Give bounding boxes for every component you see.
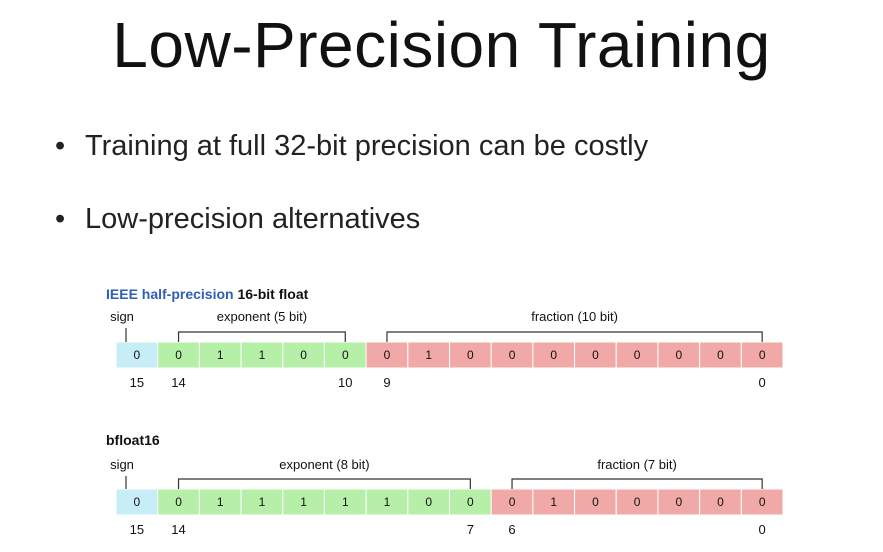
fraction-bit-value: 0 (675, 348, 682, 362)
fraction-bracket (511, 478, 763, 489)
slide-title: Low-Precision Training (112, 9, 771, 81)
exponent-bit-value: 1 (259, 495, 266, 509)
exponent-label: exponent (5 bit) (217, 309, 307, 324)
bfloat16-format-diagram: bfloat16 0 0 1 1 1 1 1 0 0 0 1 0 0 0 0 0 sign exponent (8 … (106, 432, 784, 537)
exponent-bit-value: 1 (342, 495, 349, 509)
exponent-bit-value: 0 (467, 495, 474, 509)
exponent-bit-value: 1 (259, 348, 266, 362)
fraction-bit-cell (740, 488, 784, 516)
bit-index-label: 0 (759, 522, 766, 537)
sign-bit-value: 0 (134, 495, 141, 509)
fraction-bit-cell (449, 341, 492, 369)
fraction-bit-value: 0 (509, 495, 516, 509)
bit-index-label: 14 (171, 375, 185, 390)
fraction-bit-value: 0 (675, 495, 682, 509)
bullet-2: • Low-precision alternatives (55, 203, 420, 236)
bit-index-label: 10 (338, 375, 352, 390)
fraction-bit-cell (657, 341, 701, 369)
fraction-bit-value: 0 (717, 495, 724, 509)
bullet-dot: • (55, 203, 66, 235)
exponent-bit-value: 0 (425, 495, 432, 509)
bit-index-label: 0 (759, 375, 766, 390)
fraction-bit-value: 0 (634, 495, 641, 509)
sign-label: sign (110, 457, 134, 472)
fraction-bit-value: 1 (425, 348, 432, 362)
fraction-label: fraction (7 bit) (597, 457, 676, 472)
fraction-bit-cell (657, 488, 701, 516)
fraction-bit-cell (615, 341, 659, 369)
format-name: bfloat16 (106, 432, 160, 448)
bit-index-label: 6 (508, 522, 515, 537)
fraction-bit-cell (699, 488, 742, 516)
fraction-label: fraction (10 bit) (531, 309, 618, 324)
format-name: IEEE half-precision 16-bit float (106, 286, 309, 302)
exponent-bit-cell (198, 488, 242, 516)
exponent-label: exponent (8 bit) (279, 457, 369, 472)
fraction-bit-value: 1 (550, 495, 557, 509)
exponent-bit-value: 1 (217, 348, 224, 362)
exponent-bit-value: 1 (300, 495, 307, 509)
fraction-bit-value: 0 (759, 348, 766, 362)
fraction-bit-cell (699, 341, 742, 369)
fraction-bracket (386, 331, 763, 342)
fraction-bit-value: 0 (467, 348, 474, 362)
bit-index-label: 15 (130, 522, 144, 537)
exponent-bit-value: 1 (384, 495, 391, 509)
exponent-bit-cell (407, 488, 450, 516)
exponent-bit-cell (240, 488, 284, 516)
fraction-bit-cell (574, 488, 617, 516)
bit-index-label: 7 (467, 522, 474, 537)
fraction-bit-value: 0 (759, 495, 766, 509)
fraction-bit-value: 0 (634, 348, 641, 362)
fraction-bit-value: 0 (384, 348, 391, 362)
exponent-bracket (177, 478, 471, 489)
sign-label: sign (110, 309, 134, 324)
sign-bit-value: 0 (134, 348, 141, 362)
exponent-bit-cell (157, 488, 200, 516)
fraction-bit-value: 0 (717, 348, 724, 362)
fraction-bit-cell (615, 488, 659, 516)
format-name-rest: 16-bit float (234, 286, 309, 302)
bullet-1: • Training at full 32-bit precision can b… (55, 130, 648, 163)
fraction-bit-value: 0 (592, 348, 599, 362)
bullet-text: Low-precision alternatives (85, 203, 421, 235)
exponent-bit-value: 0 (175, 495, 182, 509)
sign-bit-cell (115, 341, 159, 369)
fraction-bit-cell (365, 341, 409, 369)
exponent-bit-cell (282, 488, 325, 516)
exponent-bit-value: 0 (175, 348, 182, 362)
exponent-bracket (177, 331, 346, 342)
fraction-bit-cell (574, 341, 617, 369)
bit-index-label: 15 (130, 375, 144, 390)
exponent-bit-value: 0 (342, 348, 349, 362)
format-name-highlight: IEEE half-precision (106, 286, 234, 302)
format-name-rest: bfloat16 (106, 432, 160, 448)
bullet-dot: • (55, 130, 66, 162)
fraction-bit-value: 0 (592, 495, 599, 509)
exponent-bit-cell (323, 488, 367, 516)
fraction-bit-value: 0 (509, 348, 516, 362)
bit-index-label: 14 (171, 522, 185, 537)
fraction-bit-value: 0 (550, 348, 557, 362)
exponent-bit-value: 1 (217, 495, 224, 509)
bullet-text: Training at full 32-bit precision can be… (85, 130, 649, 162)
exponent-bit-value: 0 (300, 348, 307, 362)
fraction-bit-cell (407, 341, 450, 369)
fraction-bit-cell (532, 341, 576, 369)
fraction-bit-cell (740, 341, 784, 369)
bit-index-label: 9 (383, 375, 390, 390)
